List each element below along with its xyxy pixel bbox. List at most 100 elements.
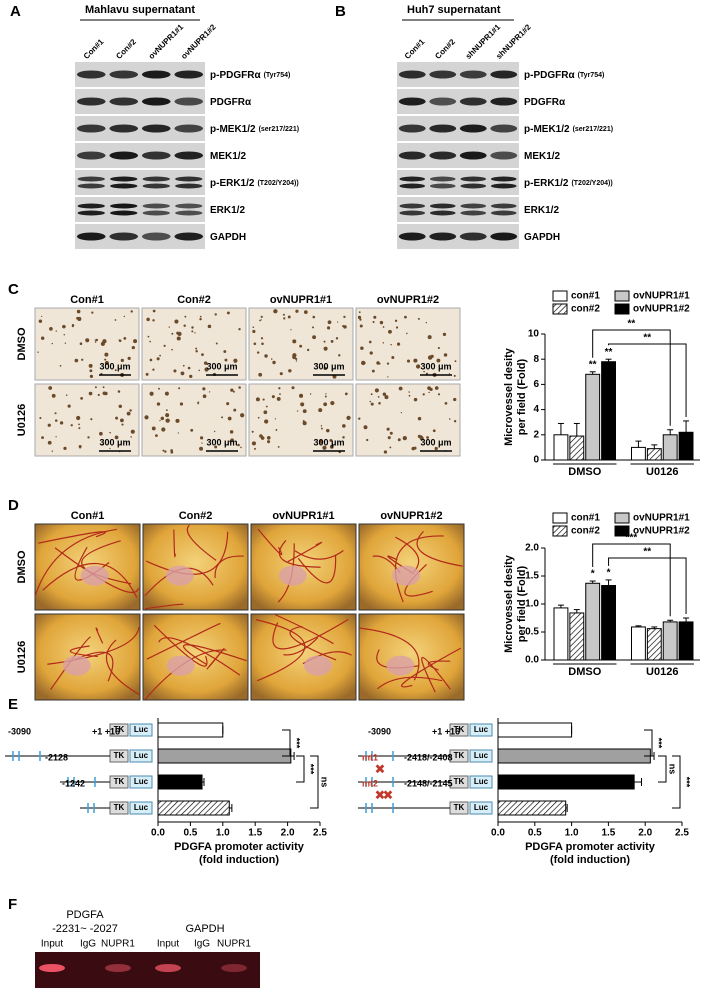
legend-label: ovNUPR1#1 [633,513,690,524]
speck [302,409,307,414]
speck [442,332,447,337]
band [398,232,426,241]
row-label: DMSO [16,550,28,583]
band [175,203,203,209]
band [110,210,138,216]
vessel [297,555,337,584]
speck [187,366,191,370]
speck [156,357,160,361]
significance: ** [643,333,651,344]
y-tick-label: 0.5 [525,627,539,638]
speck [177,432,179,434]
speck [179,402,184,406]
speck [330,400,335,406]
speck [184,315,187,318]
row-label: p-PDGFRα (Tyr754) [524,70,604,81]
band [174,124,204,133]
speck [89,374,94,378]
row-label-sub: (Tyr754) [578,72,605,79]
speck [104,358,107,361]
speck [323,366,327,370]
band [110,176,138,182]
speck [359,318,362,321]
band [77,183,105,189]
speck [335,337,339,340]
row-label: U0126 [16,641,28,673]
speck [59,364,62,367]
x-tick-label: 0.0 [151,828,165,839]
photo [355,383,461,457]
speck [324,395,327,398]
x-tick-label: 1.5 [601,828,615,839]
speck [47,423,51,427]
band [459,232,487,241]
speck [415,364,421,369]
row-label: MEK1/2 [524,151,561,162]
speck [302,421,307,426]
speck [257,416,260,419]
speck [253,342,257,346]
speck [94,386,97,389]
lane-label: Input [41,939,63,950]
speck [370,402,374,406]
band [110,203,138,209]
speck [109,447,111,450]
y-axis-label: Microvessel desity [503,554,515,653]
speck [411,446,416,451]
construct-label: +1 +16 [92,726,120,736]
vessel [50,636,91,690]
band [76,124,106,133]
speck [160,416,165,421]
band [77,203,105,209]
speck [79,342,83,346]
band [490,97,518,106]
speck [342,436,345,439]
row-label: U0126 [16,404,28,436]
construct-label: mt2 [362,778,378,788]
band [490,203,517,209]
vessel [287,541,323,563]
speck [437,393,441,396]
embryo [62,655,91,676]
tk-label: TK [114,777,125,786]
band [109,151,139,160]
speck [386,362,390,365]
bar [497,774,635,790]
band [398,151,426,160]
speck [427,355,433,360]
y-tick-label: 0 [533,455,539,466]
speck [260,319,262,321]
embryo [165,565,194,586]
photo [250,613,357,701]
row-label-sub: (T202/Y204)) [571,180,612,187]
band [141,124,171,133]
vessel [255,619,306,682]
speck [213,430,216,433]
legend-swatch [614,512,630,524]
row-label: PDGFRα [524,97,566,108]
x-tick-label: 1.0 [565,828,579,839]
legend-label: con#2 [571,304,600,315]
speck [377,395,380,398]
speck [408,394,411,397]
speck [202,387,206,391]
speck [131,345,135,350]
speck [115,416,119,420]
speck [425,321,428,324]
speck [176,336,181,341]
speck [130,429,135,434]
luc-label: Luc [474,803,489,812]
speck [95,338,99,342]
speck [123,337,127,340]
speck [182,364,185,367]
bracket [282,729,291,757]
speck [371,369,375,373]
lane-label: Con#2 [114,37,138,61]
speck [264,419,269,424]
speck [240,413,245,418]
speck [422,393,425,396]
speck [387,376,389,378]
speck [226,402,230,406]
photo [355,307,461,381]
speck [85,338,90,343]
